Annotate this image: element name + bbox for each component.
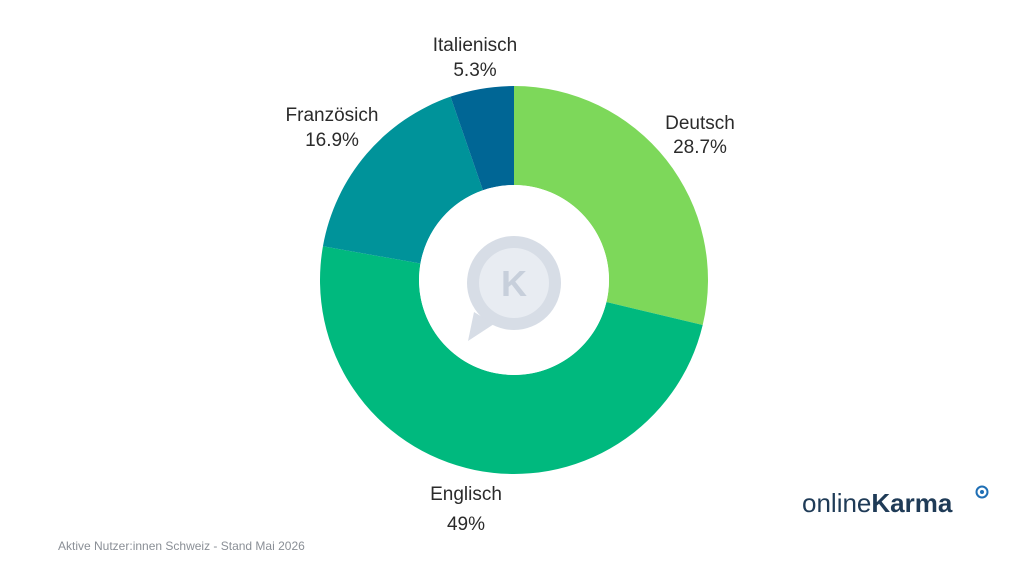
brand-strong: Karma [871,488,953,518]
brand-light: online [802,488,872,518]
slice-value-label: 49% [447,514,485,535]
slice-französich [322,96,483,264]
svg-text:K: K [501,263,527,304]
target-icon [975,485,989,499]
k-chat-bubble-icon: K [419,185,609,375]
brand-logo: onlineKarma [802,488,952,518]
slice-italienisch [450,86,514,191]
slice-deutsch [514,86,708,326]
slice-value-label: 16.9% [305,130,359,151]
slice-value-label: 28.7% [673,137,727,158]
slice-label: Englisch [430,484,502,505]
slice-label: Italienisch [433,35,518,56]
slice-label: Deutsch [665,113,735,134]
slice-englisch [320,246,703,474]
slice-label: Französich [286,105,379,126]
footer-note: Aktive Nutzer:innen Schweiz - Stand Mai … [58,539,305,553]
slice-value-label: 5.3% [453,60,496,81]
